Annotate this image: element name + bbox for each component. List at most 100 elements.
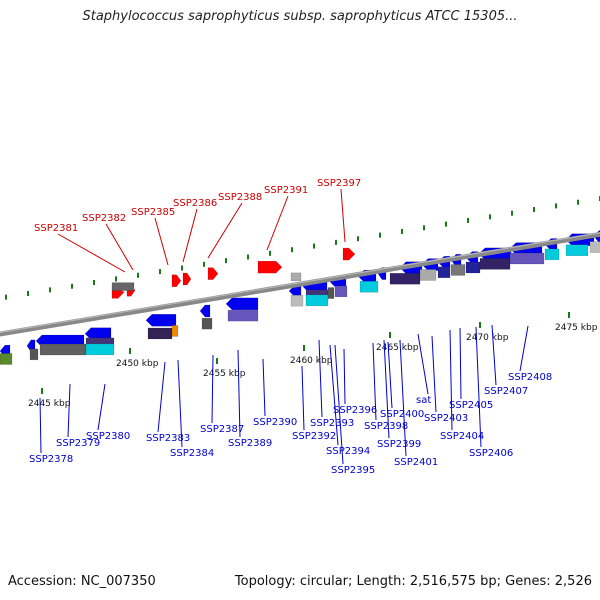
leader-line [301, 365, 305, 431]
gene-block [29, 348, 39, 361]
leader-line [237, 349, 241, 438]
gene-block [227, 309, 259, 322]
genome-backbone [0, 231, 600, 337]
gene-label: SSP2379 [56, 438, 100, 449]
track-dot [335, 239, 337, 245]
leader-line [383, 339, 390, 439]
track-dot [313, 243, 315, 249]
leader-line [57, 233, 126, 273]
gene-label: SSP2398 [364, 421, 408, 432]
gene-block [327, 287, 335, 299]
gene-label: SSP2404 [440, 431, 484, 442]
forward-gene-arrow [171, 274, 182, 287]
track-dot [5, 294, 7, 300]
top-strand-tick-track [5, 196, 600, 300]
gene-label: SSP2393 [310, 418, 354, 429]
gene-label: SSP2400 [380, 409, 424, 420]
tick-label: 2455 kbp [203, 369, 246, 379]
gene-label: SSP2380 [86, 431, 130, 442]
gene-label: SSP2381 [34, 223, 78, 234]
leader-line [207, 202, 243, 259]
gene-block [85, 343, 115, 356]
leader-line [372, 342, 377, 421]
leader-line [211, 354, 214, 424]
gene-label: SSP2387 [200, 424, 244, 435]
gene-box [111, 282, 135, 291]
leader-line [431, 335, 437, 413]
leader-line [266, 195, 289, 251]
gene-label: SSP2389 [228, 438, 272, 449]
gene-block [359, 280, 379, 293]
gene-box [290, 272, 302, 282]
gene-block [0, 353, 13, 365]
track-dot [137, 272, 139, 278]
gene-label: SSP2407 [484, 386, 528, 397]
gene-label: SSP2386 [173, 198, 217, 209]
gene-label: SSP2399 [377, 439, 421, 450]
gene-block [565, 244, 589, 256]
gene-label: SSP2397 [317, 178, 361, 189]
leader-line [154, 217, 169, 266]
gene-block [39, 343, 87, 356]
label-leader-lines [39, 188, 529, 465]
reverse-gene-arrow [225, 297, 259, 311]
leader-line [39, 397, 42, 454]
track-dot [49, 287, 51, 293]
forward-gene-arrow [207, 267, 219, 280]
leader-line [182, 208, 198, 263]
gene-label: SSP2391 [264, 185, 308, 196]
tick-label: 2465 kbp [376, 343, 419, 353]
leader-line [97, 383, 106, 431]
gene-label: SSP2388 [218, 192, 262, 203]
track-dot [401, 228, 403, 234]
topology-summary: Topology: circular; Length: 2,516,575 bp… [234, 574, 592, 589]
leader-line [387, 341, 393, 409]
forward-gene-arrow [257, 260, 283, 274]
track-dot [71, 283, 73, 289]
leader-line [519, 325, 529, 372]
gene-block [479, 258, 511, 270]
track-dot [379, 232, 381, 238]
gene-block [465, 261, 481, 274]
tick-label: 2450 kbp [116, 359, 159, 369]
gene-label: SSP2396 [333, 405, 377, 416]
map-title: Staphylococcus saprophyticus subsp. sapr… [82, 9, 518, 24]
track-dot [27, 291, 29, 297]
leader-line [475, 326, 482, 448]
track-dot [181, 265, 183, 271]
gene-block [201, 317, 213, 330]
accession-text: Accession: NC_007350 [8, 574, 156, 589]
gene-label: SSP2385 [131, 207, 175, 218]
leader-line [491, 324, 497, 386]
leader-line [340, 188, 346, 243]
track-dot [533, 207, 535, 213]
reverse-gene-arrow [84, 327, 112, 340]
leader-line [262, 358, 266, 417]
track-dot [577, 199, 579, 205]
gene-block [171, 325, 179, 337]
gene-block [290, 294, 304, 307]
leader-line [67, 383, 71, 438]
track-dot [555, 203, 557, 209]
forward-gene-arrow [342, 247, 356, 261]
gene-label: SSP2403 [424, 413, 468, 424]
leader-line [334, 344, 344, 465]
leader-line [417, 333, 429, 395]
track-dot [93, 280, 95, 286]
track-dot [159, 269, 161, 275]
gene-label: SSP2384 [170, 448, 214, 459]
backbone-line [0, 231, 600, 337]
gene-label: SSP2392 [292, 431, 336, 442]
leader-line [177, 359, 183, 448]
tick-label: 2445 kbp [28, 399, 71, 409]
tick-label: 2470 kbp [466, 333, 509, 343]
gene-label: SSP2408 [508, 372, 552, 383]
gene-features [0, 230, 600, 365]
gene-block [147, 327, 173, 340]
backbone-highlight [0, 232, 600, 334]
leader-line [399, 339, 407, 457]
gene-block [589, 241, 600, 253]
gene-label: SSP2378 [29, 454, 73, 465]
track-dot [115, 276, 117, 282]
